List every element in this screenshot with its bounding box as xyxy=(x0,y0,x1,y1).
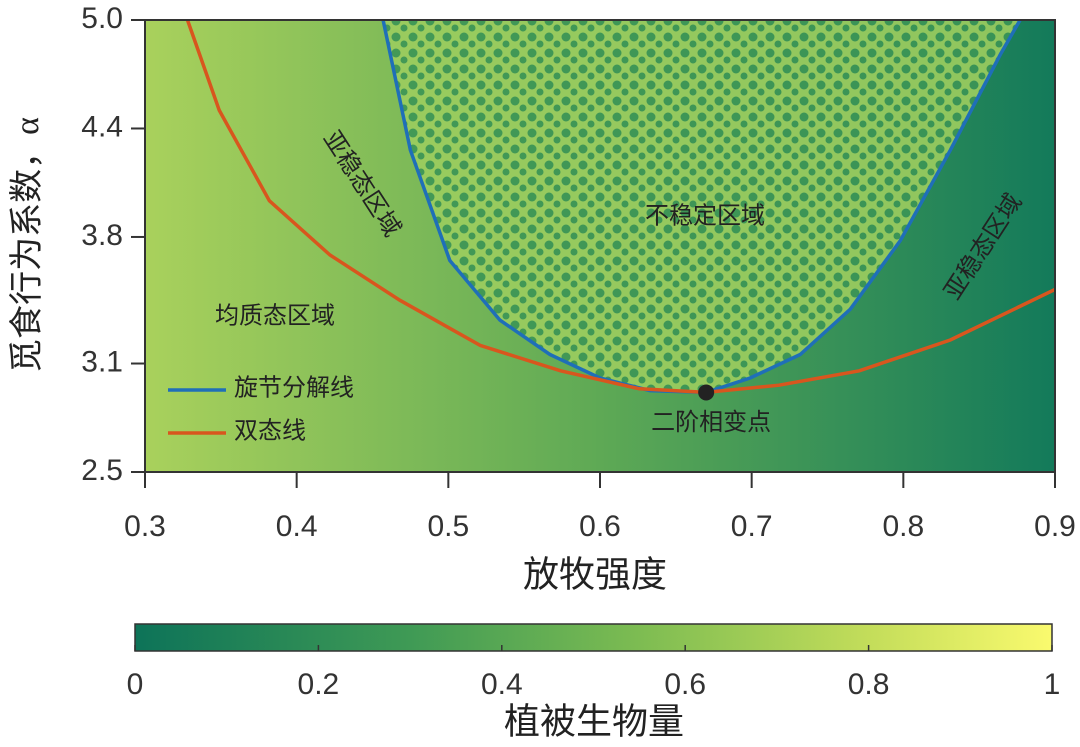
legend-label: 旋节分解线 xyxy=(234,375,354,402)
y-tick-label: 3.8 xyxy=(81,219,123,252)
colorbar-tick-label: 0.4 xyxy=(481,668,523,701)
colorbar-tick-label: 0.2 xyxy=(298,668,340,701)
series-line xyxy=(185,20,1055,395)
x-tick-label: 0.3 xyxy=(124,510,166,543)
x-tick-label: 0.5 xyxy=(427,510,469,543)
x-tick-label: 0.6 xyxy=(579,510,621,543)
transition-point xyxy=(698,384,715,401)
colorbar-label: 植被生物量 xyxy=(504,701,684,741)
legend-label: 双态线 xyxy=(234,418,306,445)
x-axis-label: 放牧强度 xyxy=(523,554,667,594)
colorbar-tick-label: 0.6 xyxy=(664,668,706,701)
colorbar-tick-label: 1 xyxy=(1044,668,1061,701)
y-tick-label: 4.4 xyxy=(81,110,123,143)
colorbar xyxy=(134,623,1053,652)
x-tick-label: 0.4 xyxy=(276,510,318,543)
y-axis-label: 觅食行为系数，α xyxy=(8,117,46,373)
x-tick-label: 0.7 xyxy=(731,510,773,543)
y-tick-label: 3.1 xyxy=(81,345,123,378)
colorbar-tick-label: 0 xyxy=(127,668,144,701)
region-label: 不稳定区域 xyxy=(645,203,765,230)
y-tick-label: 2.5 xyxy=(81,454,123,487)
y-tick-label: 5.0 xyxy=(81,2,123,35)
point-label: 二阶相变点 xyxy=(651,409,771,436)
x-tick-label: 0.8 xyxy=(882,510,924,543)
x-tick-label: 0.9 xyxy=(1034,510,1076,543)
region-label: 均质态区域 xyxy=(215,303,335,330)
colorbar-tick-label: 0.8 xyxy=(848,668,890,701)
